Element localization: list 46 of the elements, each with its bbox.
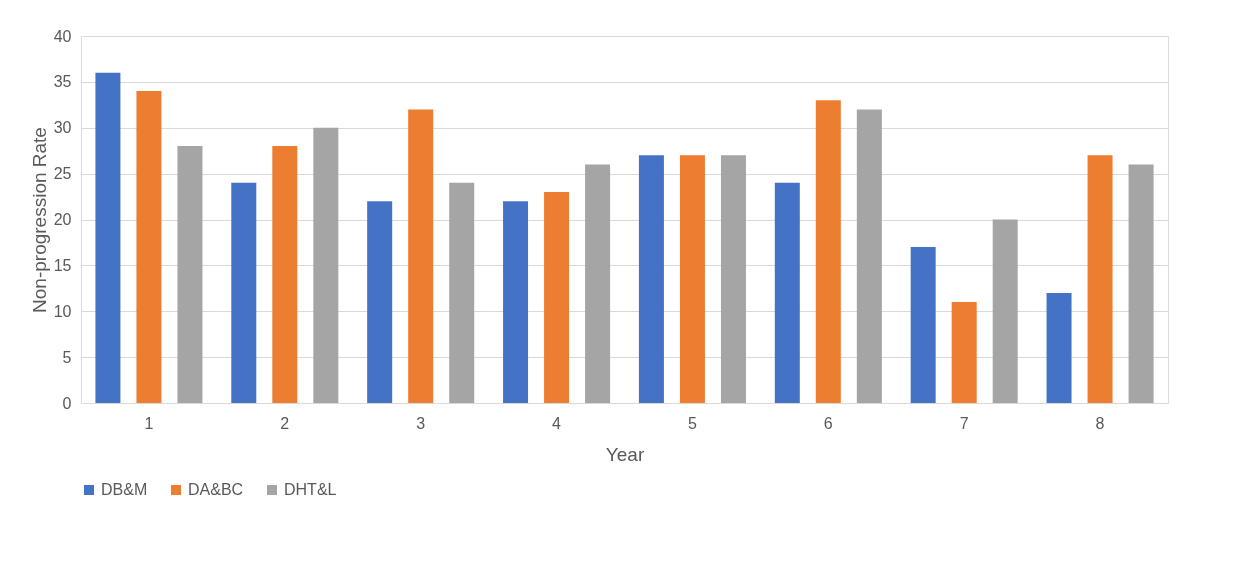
x-tick-label: 7: [959, 414, 969, 432]
bar: [679, 155, 705, 403]
y-tick-label: 5: [62, 348, 72, 366]
y-tick-label: 25: [53, 165, 72, 183]
y-tick-label: 0: [62, 394, 72, 412]
x-tick-label: 1: [144, 414, 154, 432]
bar: [774, 182, 800, 403]
bar: [95, 72, 121, 403]
bar: [272, 146, 298, 403]
y-axis-title: Non-progression Rate: [28, 127, 50, 313]
x-tick-label: 3: [416, 414, 426, 432]
bar: [313, 127, 339, 403]
y-tick-label: 10: [53, 302, 72, 320]
bar: [544, 191, 570, 403]
y-tick-label: 15: [53, 256, 72, 274]
bar: [856, 109, 882, 403]
bar: [585, 164, 611, 403]
bar: [638, 155, 664, 403]
bar: [951, 302, 977, 403]
bar: [910, 247, 936, 403]
bar: [367, 201, 393, 403]
y-tick-label: 40: [53, 27, 72, 45]
bar: [136, 91, 162, 403]
bar: [408, 109, 434, 403]
bar: [1128, 164, 1154, 403]
x-tick-label: 5: [687, 414, 697, 432]
bar: [992, 219, 1018, 403]
bar: [815, 100, 841, 403]
y-tick-label: 30: [53, 119, 72, 137]
legend-label: DHT&L: [284, 481, 337, 498]
bar: [503, 201, 529, 403]
x-axis-title: Year: [605, 443, 645, 465]
bar: [1087, 155, 1113, 403]
x-tick-label: 2: [280, 414, 290, 432]
x-tick-label: 4: [552, 414, 562, 432]
y-tick-label: 20: [53, 211, 72, 228]
bar: [449, 182, 475, 403]
bar: [720, 155, 746, 403]
bar: [231, 182, 257, 403]
bar: [177, 146, 203, 403]
x-tick-label: 6: [823, 414, 833, 432]
legend-label: DA&BC: [188, 481, 244, 498]
y-tick-label: 35: [53, 73, 72, 91]
x-tick-label: 8: [1095, 414, 1105, 432]
bar: [1046, 292, 1072, 403]
legend-label: DB&M: [101, 481, 148, 498]
